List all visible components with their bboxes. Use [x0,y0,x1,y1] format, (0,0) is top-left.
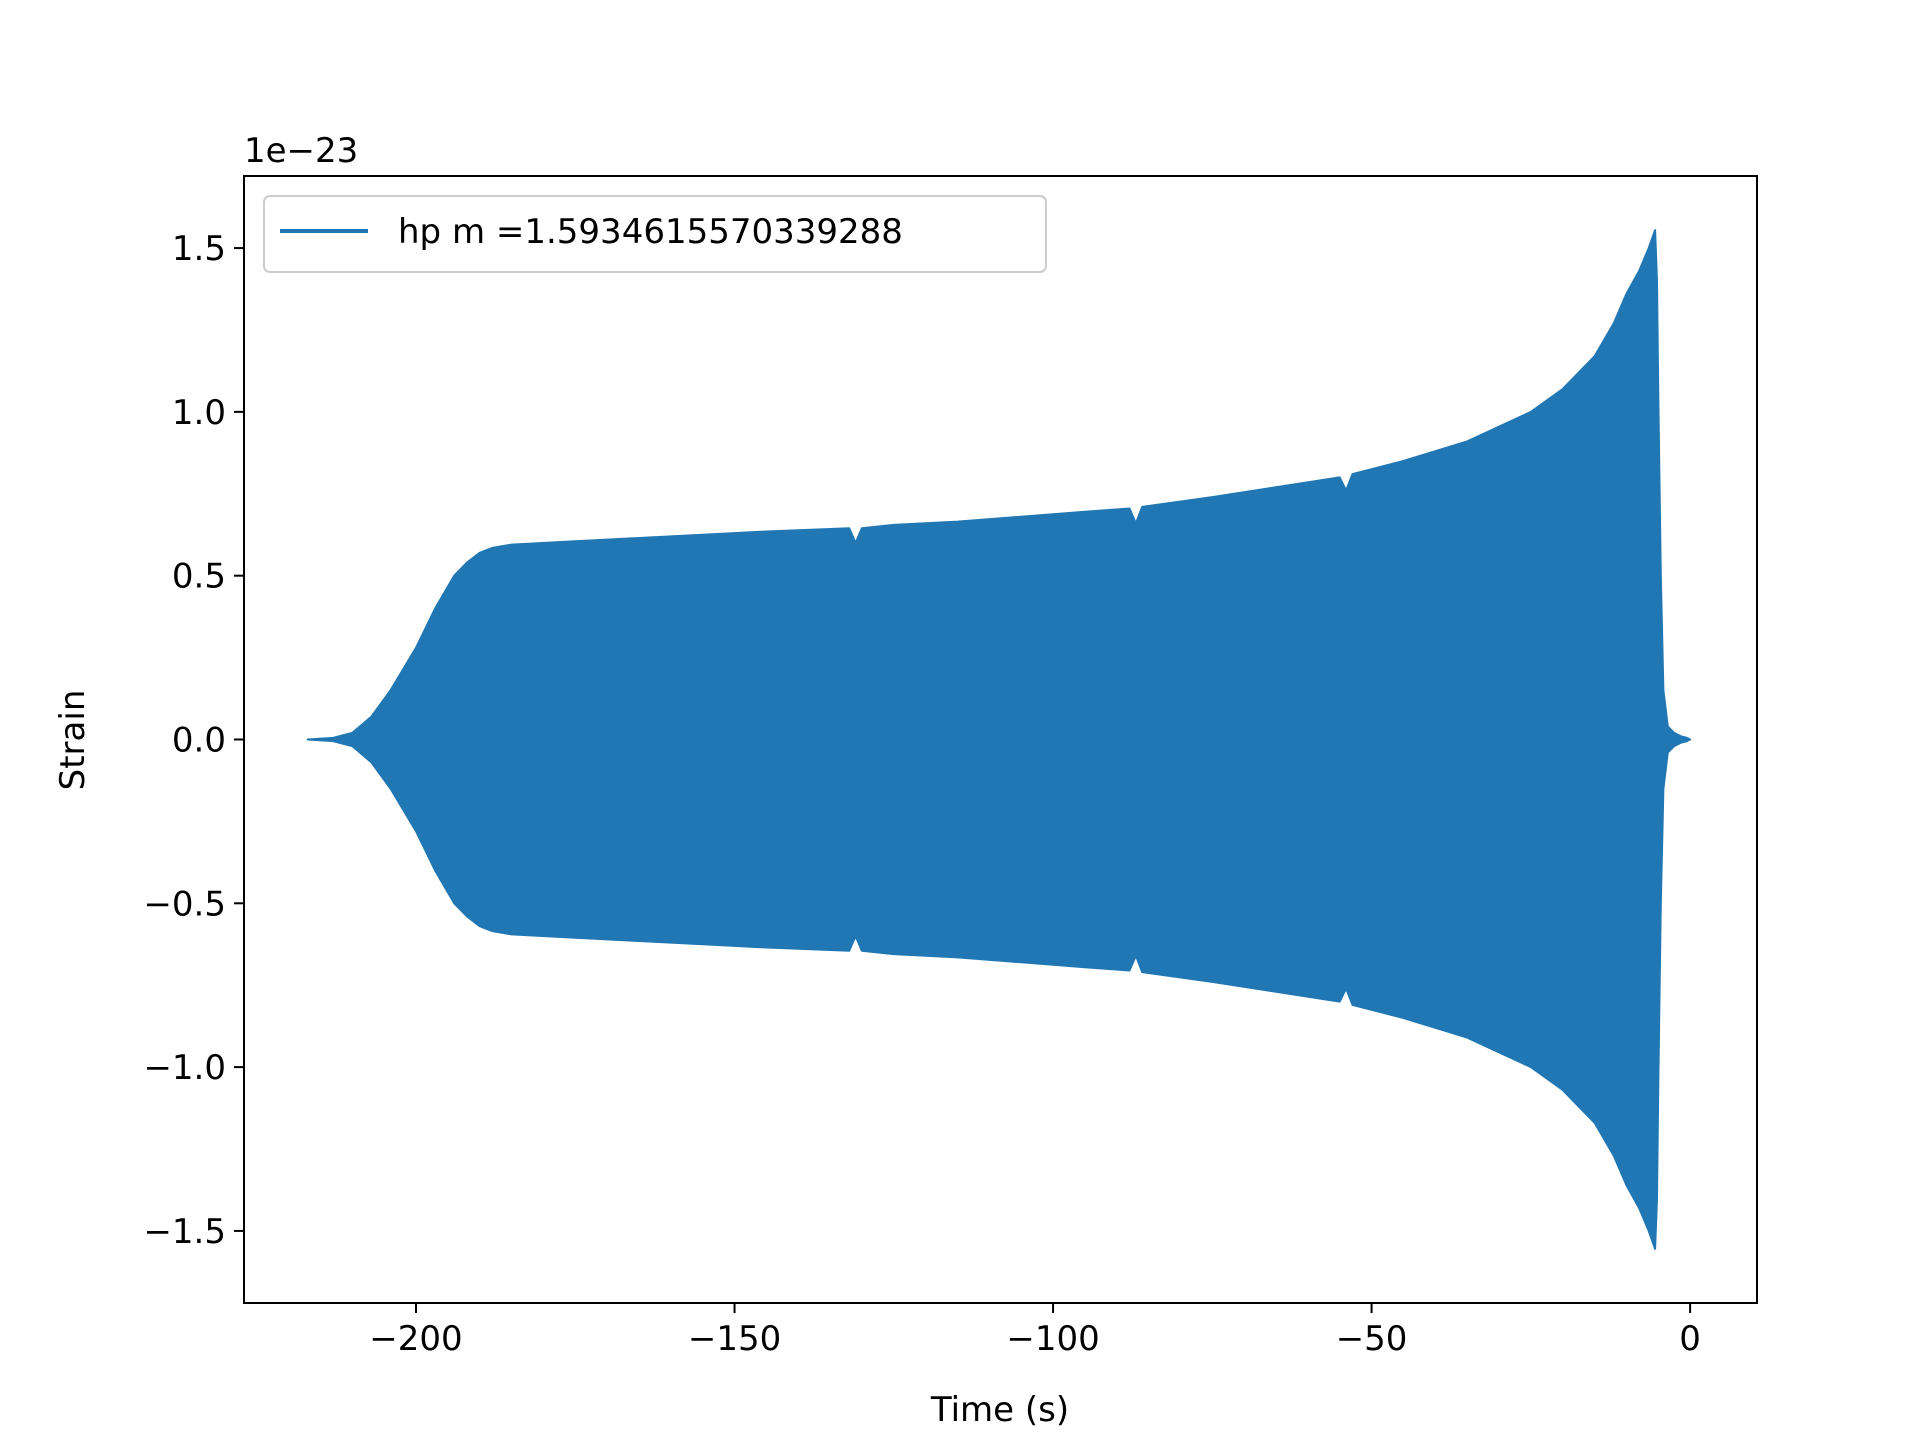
y-axis-label: Strain [53,690,93,791]
legend: hp m =1.5934615570339288 [263,195,1047,273]
y-tick-label: −1.5 [143,1212,226,1252]
y-tick-label: −1.0 [143,1048,226,1088]
x-tick-label: −100 [1006,1319,1099,1359]
x-axis: −200 −150 −100 −50 0 [369,1303,1701,1359]
y-axis: 1.5 1.0 0.5 0.0 −0.5 −1.0 −1.5 [143,229,244,1252]
series-0-waveform [306,229,1692,1250]
y-tick-label: 1.5 [172,229,226,269]
y-tick-label: 0.0 [172,721,226,761]
legend-label: hp m =1.5934615570339288 [398,212,903,252]
x-tick-label: −200 [369,1319,462,1359]
y-tick-label: 1.0 [172,393,226,433]
x-tick-label: 0 [1679,1319,1701,1359]
y-tick-label: −0.5 [143,884,226,924]
x-tick-label: −50 [1336,1319,1408,1359]
x-axis-label: Time (s) [930,1390,1069,1430]
y-offset-label: 1e−23 [244,131,358,171]
x-tick-label: −150 [688,1319,781,1359]
legend-box [263,195,1047,273]
y-tick-label: 0.5 [172,557,226,597]
series-layer [306,229,1692,1250]
